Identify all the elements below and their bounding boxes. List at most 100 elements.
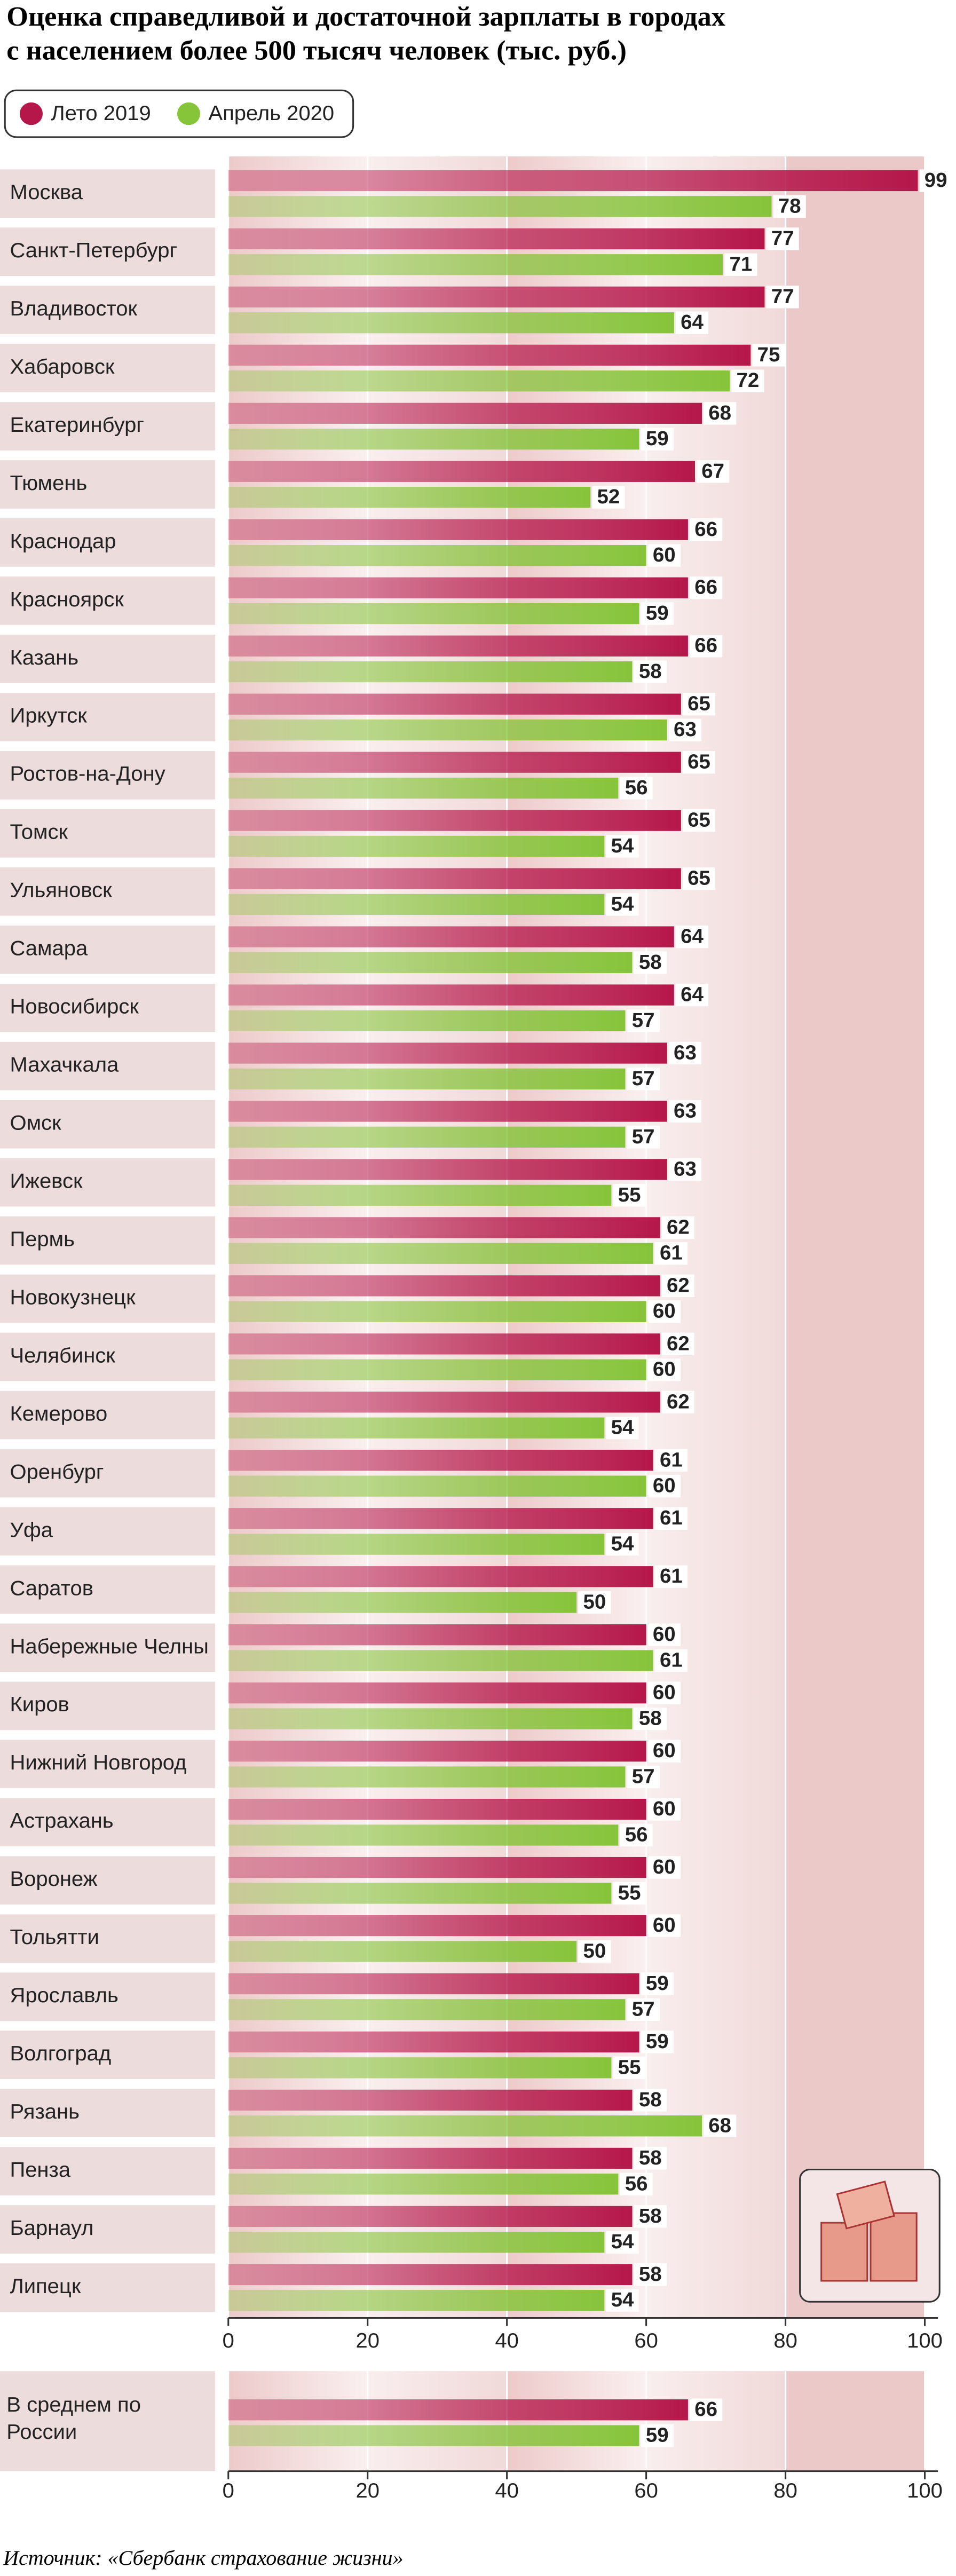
bar <box>228 1592 577 1613</box>
label-box <box>0 2205 216 2254</box>
value-label-bg <box>668 718 702 741</box>
label-box <box>0 635 216 683</box>
value-label: 78 <box>778 195 801 218</box>
bar <box>228 2232 605 2253</box>
bar <box>228 1999 626 2020</box>
value-label: 60 <box>653 1358 676 1381</box>
band <box>785 156 925 2318</box>
value-label: 50 <box>583 1940 606 1963</box>
bar <box>228 1417 605 1439</box>
value-label-bg <box>731 369 764 392</box>
value-label-bg <box>661 1274 695 1298</box>
bar <box>228 1333 660 1355</box>
value-label-bg <box>668 1158 702 1181</box>
label-box <box>0 2089 216 2137</box>
bar <box>228 635 688 657</box>
value-label-bg <box>675 983 709 1007</box>
bar <box>228 1856 646 1878</box>
label-box <box>0 867 216 916</box>
value-label-bg <box>592 486 625 509</box>
bar <box>228 1275 660 1297</box>
value-label-bg <box>634 2205 667 2228</box>
value-label: 65 <box>688 809 710 832</box>
value-label: 57 <box>632 1067 655 1090</box>
value-label-bg <box>620 1823 653 1847</box>
value-label: 66 <box>694 634 717 657</box>
bar <box>228 1566 653 1587</box>
value-label-bg <box>606 2231 639 2254</box>
legend-label: Апрель 2020 <box>208 101 334 125</box>
icon <box>799 2168 941 2303</box>
x-tick-label: 40 <box>495 2479 518 2503</box>
bar <box>228 952 633 974</box>
label-box <box>0 460 216 509</box>
x-tick-label: 100 <box>907 2479 943 2503</box>
bar <box>228 2425 639 2446</box>
value-label-bg <box>578 1591 611 1614</box>
value-label: 68 <box>708 401 731 424</box>
bar <box>228 835 605 857</box>
category-label: В среднем по России <box>6 2392 141 2444</box>
bar <box>228 1534 605 1555</box>
category-label: Краснодар <box>10 530 116 553</box>
bar <box>228 1708 633 1729</box>
value-label-bg <box>919 169 952 192</box>
value-label: 58 <box>639 2088 662 2111</box>
value-label: 66 <box>694 576 717 599</box>
value-label: 99 <box>925 169 947 192</box>
value-label-bg <box>578 1940 611 1963</box>
value-label: 63 <box>674 1041 697 1064</box>
value-label: 59 <box>646 2030 669 2053</box>
value-label-bg <box>682 693 716 716</box>
label-box <box>0 1681 216 1730</box>
value-label: 65 <box>688 750 710 773</box>
bar <box>228 1450 653 1471</box>
label-box <box>0 286 216 334</box>
bar <box>228 1243 653 1264</box>
value-label-bg <box>634 1707 667 1730</box>
bar <box>228 1682 646 1704</box>
label-box <box>0 227 216 276</box>
value-label: 54 <box>611 2289 634 2312</box>
value-label: 64 <box>681 983 704 1006</box>
bar <box>228 894 605 915</box>
label-box <box>0 925 216 974</box>
bar <box>228 544 646 566</box>
bar <box>228 1624 646 1646</box>
category-label: Челябинск <box>10 1344 115 1368</box>
legend-swatch <box>19 102 43 125</box>
bar <box>228 1941 577 1962</box>
label-box <box>0 1507 216 1556</box>
category-label: Екатеринбург <box>10 413 144 437</box>
category-label: Пермь <box>10 1228 75 1251</box>
category-label: Саратов <box>10 1577 93 1600</box>
value-label-bg <box>654 1507 688 1530</box>
x-tick-label: 100 <box>907 2329 943 2353</box>
value-label: 62 <box>667 1390 690 1413</box>
category-label: Тюмень <box>10 471 87 495</box>
bar <box>228 1159 667 1180</box>
value-label-bg <box>654 1649 688 1672</box>
x-tick-label: 20 <box>355 2329 379 2353</box>
bar <box>228 1915 646 1937</box>
value-label: 60 <box>653 1623 676 1646</box>
value-label: 65 <box>688 867 710 890</box>
label-box <box>0 344 216 392</box>
value-label-bg <box>620 2172 653 2195</box>
band <box>785 2371 925 2471</box>
label-box <box>0 2371 216 2471</box>
value-label-bg <box>634 660 667 683</box>
value-label: 56 <box>625 1823 648 1846</box>
value-label: 64 <box>681 311 704 334</box>
value-label-bg <box>689 635 723 658</box>
bar <box>228 661 633 683</box>
value-label: 56 <box>625 2172 648 2195</box>
bar <box>228 868 681 889</box>
value-label: 61 <box>660 1242 683 1265</box>
label-box <box>0 1914 216 1963</box>
value-label: 54 <box>611 892 634 915</box>
value-label: 54 <box>611 834 634 857</box>
x-tick-label: 0 <box>223 2329 234 2353</box>
category-label: Москва <box>10 180 83 204</box>
